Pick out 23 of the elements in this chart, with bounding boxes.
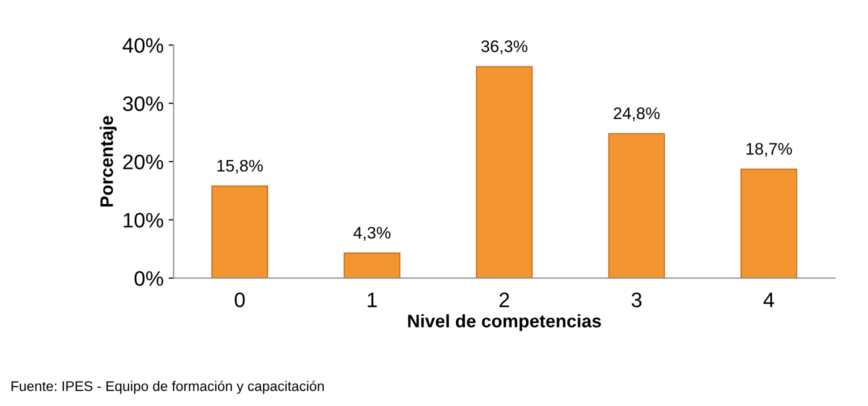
data-label: 24,8%	[614, 107, 660, 122]
bar	[740, 168, 798, 278]
bar	[608, 133, 665, 278]
data-label: 15,8%	[217, 160, 263, 174]
bar	[344, 252, 400, 278]
y-tick-label: 10%	[124, 212, 164, 228]
source-note: Fuente: IPES - Equipo de formación y capacitación	[12, 380, 324, 394]
y-axis-title: Porcentaje	[100, 116, 117, 207]
x-tick-label: 0	[234, 292, 245, 308]
data-label: 18,7%	[746, 142, 792, 157]
y-tick-label: 20%	[123, 154, 164, 170]
y-tick-label: 30%	[122, 96, 164, 112]
x-tick-label: 2	[500, 292, 510, 308]
y-tick-label: 40%	[122, 38, 164, 53]
bar	[476, 66, 533, 278]
x-tick-label: 1	[368, 292, 377, 308]
bar	[211, 186, 268, 278]
x-axis-title: Nivel de competencias	[408, 314, 601, 332]
y-tick-label: 0%	[134, 271, 164, 286]
data-label: 4,3%	[353, 226, 390, 241]
data-label: 36,3%	[481, 40, 528, 54]
x-tick-label: 4	[764, 292, 774, 308]
x-tick-label: 3	[632, 292, 642, 308]
